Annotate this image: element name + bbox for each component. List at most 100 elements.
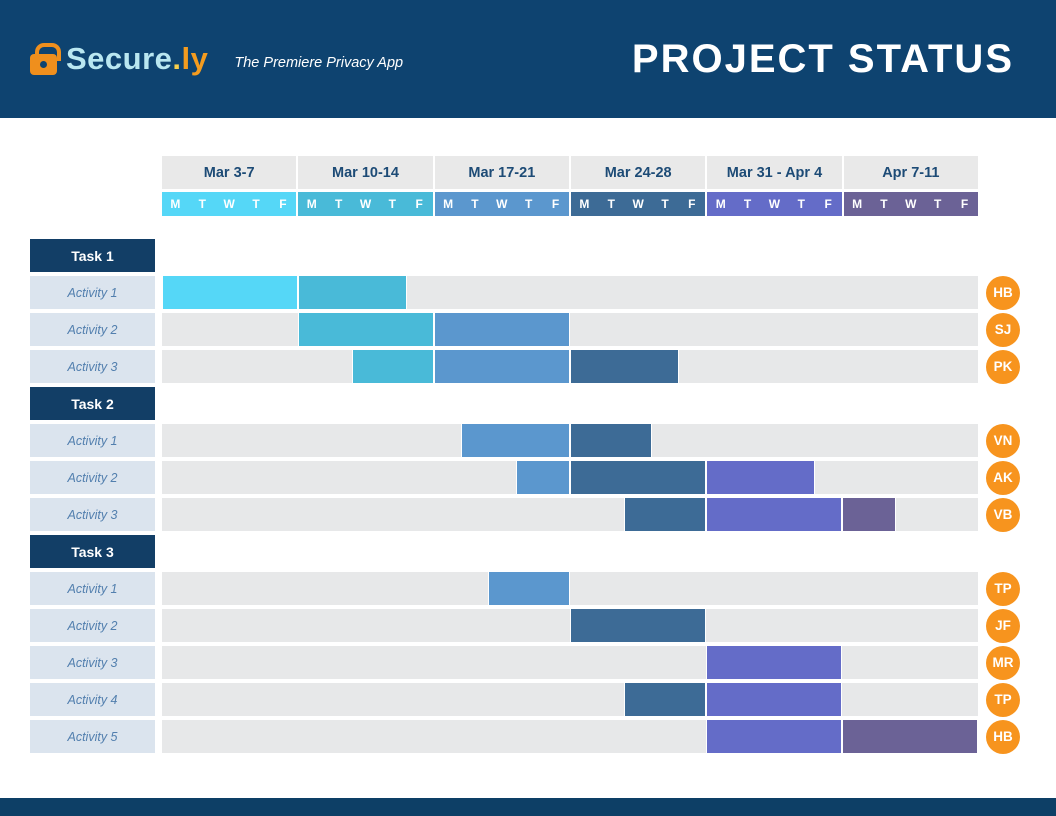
day-label-w1-d1: T: [334, 197, 343, 211]
day-label-w4-d2: W: [768, 197, 781, 211]
gantt-body: Task 1 Activity 1 HB Activity 2 SJ Activity 3…: [30, 239, 1056, 754]
day-label-w3-d3: T: [661, 197, 669, 211]
activity-label-t2-a1: Activity 1: [30, 424, 155, 457]
assignee-badge-hb-t3-a5: HB: [986, 719, 1020, 754]
brand-tagline: The Premiere Privacy App: [234, 55, 404, 71]
day-label-w0-d4: F: [279, 197, 287, 211]
gantt-track-t1-a3: [162, 350, 978, 383]
task-spacer-track: [162, 535, 978, 568]
gantt-bar-segment-t2-a2-s0: [515, 461, 570, 494]
header-bar: Secure.ly The Premiere Privacy App PROJE…: [0, 0, 1056, 118]
task-label-2: Task 2: [30, 387, 155, 420]
gantt-bar-segment-t1-a3-s2: [570, 350, 679, 383]
activity-row-t1-a2: Activity 2 SJ: [30, 312, 1056, 347]
gantt-track-t2-a2: [162, 461, 978, 494]
gantt-bar-segment-t3-a5-s1: [842, 720, 978, 753]
day-label-w3-d4: F: [688, 197, 696, 211]
day-label-w2-d3: T: [524, 197, 533, 211]
brand-dot-text: .: [172, 41, 182, 76]
activity-row-t1-a1: Activity 1 HB: [30, 275, 1056, 310]
activity-label-t1-a1: Activity 1: [30, 276, 155, 309]
activity-label-t3-a4: Activity 4: [30, 683, 155, 716]
week-header-3: Mar 24-28: [570, 156, 706, 189]
assignee-badge-pk-t1-a3: PK: [986, 349, 1020, 384]
gantt-bar-segment-t2-a1-s1: [570, 424, 652, 457]
activity-row-t2-a1: Activity 1 VN: [30, 423, 1056, 458]
day-label-w2-d0: M: [443, 197, 454, 211]
page-title: PROJECT STATUS: [631, 36, 1014, 81]
day-label-w5-d4: F: [960, 197, 969, 211]
activity-row-t3-a1: Activity 1 TP: [30, 571, 1056, 606]
day-label-w2-d4: F: [551, 197, 560, 211]
day-label-w4-d3: T: [797, 197, 805, 211]
gantt-bar-segment-t3-a1-s0: [488, 572, 570, 605]
day-label-w4-d0: M: [715, 197, 726, 211]
assignee-badge-hb-t1-a1: HB: [986, 275, 1020, 310]
day-label-w3-d1: T: [607, 197, 615, 211]
assignee-badge-vb-t2-a3: VB: [986, 497, 1020, 532]
assignee-badge-sj-t1-a2: SJ: [986, 312, 1020, 347]
day-label-w5-d1: T: [880, 197, 888, 211]
gantt-bar-segment-t2-a3-s2: [842, 498, 897, 531]
activity-row-t1-a3: Activity 3 PK: [30, 349, 1056, 384]
task-row-1: Task 1: [30, 239, 1056, 272]
lock-icon: [30, 42, 61, 75]
activity-row-t3-a2: Activity 2 JF: [30, 608, 1056, 643]
gantt-bar-segment-t1-a1-s0: [162, 276, 298, 309]
day-label-w1-d3: T: [388, 197, 396, 211]
gantt-bar-segment-t3-a2-s0: [570, 609, 706, 642]
activity-label-t3-a5: Activity 5: [30, 720, 155, 753]
gantt-bar-segment-t2-a2-s1: [570, 461, 706, 494]
task-spacer-track: [162, 387, 978, 420]
day-label-w1-d4: F: [415, 197, 423, 211]
week-header-5: Apr 7-11: [843, 156, 978, 189]
activity-row-t3-a3: Activity 3 MR: [30, 645, 1056, 680]
brand-logo: Secure.ly: [30, 41, 208, 77]
week-header-4: Mar 31 - Apr 4: [707, 156, 842, 189]
day-label-w3-d2: W: [632, 197, 644, 211]
assignee-badge-tp-t3-a4: TP: [986, 682, 1020, 717]
gantt-track-t3-a3: [162, 646, 978, 679]
gantt-bar-segment-t1-a3-s0: [352, 350, 434, 383]
day-label-w2-d2: W: [496, 197, 508, 211]
gantt-track-t3-a4: [162, 683, 978, 716]
activity-row-t2-a3: Activity 3 VB: [30, 497, 1056, 532]
task-row-2: Task 2: [30, 387, 1056, 420]
gantt-bar-segment-t2-a2-s2: [705, 461, 815, 494]
activity-label-t1-a3: Activity 3: [30, 350, 155, 383]
week-header-1: Mar 10-14: [298, 156, 433, 189]
brand-secure-text: Secure: [66, 41, 173, 76]
gantt-bar-segment-t1-a2-s0: [297, 313, 434, 346]
brand-name: Secure.ly: [66, 41, 208, 77]
day-label-w0-d1: T: [198, 197, 206, 211]
gantt-track-t1-a2: [162, 313, 978, 346]
gantt-bar-segment-t2-a3-s1: [705, 498, 842, 531]
task-label-1: Task 1: [30, 239, 155, 272]
day-label-w5-d3: T: [933, 197, 942, 211]
assignee-badge-mr-t3-a3: MR: [986, 645, 1020, 680]
day-label-w0-d3: T: [252, 197, 260, 211]
gantt-bar-segment-t2-a1-s0: [461, 424, 570, 457]
task-label-3: Task 3: [30, 535, 155, 568]
day-label-w0-d0: M: [170, 197, 181, 211]
day-label-w5-d2: W: [905, 197, 917, 211]
day-label-w0-d2: W: [223, 197, 235, 211]
gantt-track-t3-a1: [162, 572, 978, 605]
footer-bar: [0, 798, 1056, 816]
gantt-track-t1-a1: [162, 276, 978, 309]
gantt-track-t2-a1: [162, 424, 978, 457]
assignee-badge-ak-t2-a2: AK: [986, 460, 1020, 495]
assignee-badge-vn-t2-a1: VN: [986, 423, 1020, 458]
activity-label-t3-a3: Activity 3: [30, 646, 155, 679]
gantt-bar-segment-t3-a3-s0: [705, 646, 842, 679]
task-spacer-track: [162, 239, 978, 272]
day-label-w4-d1: T: [743, 197, 752, 211]
day-label-w4-d4: F: [824, 197, 832, 211]
